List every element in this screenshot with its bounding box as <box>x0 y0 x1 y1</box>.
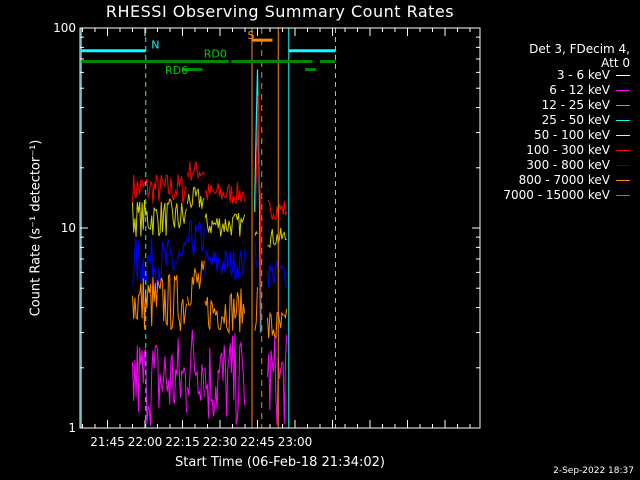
x-tick-label-22:00: 22:00 <box>128 435 163 449</box>
legend-header-line-1: Det 3, FDecim 4, <box>529 42 630 56</box>
x-tick-label-22:45: 22:45 <box>240 435 275 449</box>
legend-header: Det 3, FDecim 4, Att 0 <box>529 42 630 70</box>
x-tick-label-22:15: 22:15 <box>165 435 200 449</box>
band-1-segment-1 <box>187 186 205 209</box>
legend-entry-0: 3 - 6 keV <box>503 68 630 83</box>
timestamp: 2-Sep-2022 18:37 <box>553 466 634 476</box>
legend-entry-1: 6 - 12 keV <box>503 83 630 98</box>
band-4-segment-0 <box>132 338 187 426</box>
legend-entry-3: 25 - 50 keV <box>503 113 630 128</box>
legend-entry-label: 25 - 50 keV <box>541 113 610 127</box>
legend-entry-7: 800 - 7000 keV <box>503 173 630 188</box>
y-tick-label-10: 10 <box>61 221 76 235</box>
x-tick-label-22:30: 22:30 <box>203 435 238 449</box>
legend-swatch <box>616 90 630 91</box>
band-3-segment-4 <box>267 308 288 340</box>
band-0-segment-4 <box>267 200 288 222</box>
flare-spike-1 <box>254 95 262 333</box>
plot-frame <box>79 27 481 429</box>
legend-entry-label: 100 - 300 keV <box>526 143 610 157</box>
legend-swatch <box>616 105 630 106</box>
rd0-label: RD0 <box>204 48 227 61</box>
band-2-segment-3 <box>254 241 258 268</box>
rd6-label: RD6 <box>165 64 188 77</box>
legend-entry-2: 12 - 25 keV <box>503 98 630 113</box>
x-tick-label-23:00: 23:00 <box>278 435 313 449</box>
legend-entry-label: 800 - 7000 keV <box>518 173 610 187</box>
legend-entry-8: 7000 - 15000 keV <box>503 188 630 203</box>
legend-header-line-2: Att 0 <box>601 56 630 70</box>
x-tick-label-21:45: 21:45 <box>90 435 125 449</box>
legend-entry-4: 50 - 100 keV <box>503 128 630 143</box>
band-1-segment-2 <box>204 213 246 237</box>
legend-swatch <box>616 180 630 181</box>
legend-swatch <box>616 75 630 76</box>
band-3-segment-1 <box>187 260 205 307</box>
legend-entry-label: 50 - 100 keV <box>533 128 610 142</box>
band-4-segment-1 <box>187 329 205 401</box>
legend-entry-6: 300 - 800 keV <box>503 158 630 173</box>
legend-entry-label: 7000 - 15000 keV <box>503 188 610 202</box>
band-1-segment-0 <box>132 198 187 238</box>
saa-label: S <box>248 29 255 42</box>
legend-entry-5: 100 - 300 keV <box>503 143 630 158</box>
band-4-segment-3 <box>267 334 288 426</box>
legend: 3 - 6 keV 6 - 12 keV 12 - 25 keV 25 - 50 ke… <box>503 68 630 203</box>
legend-swatch <box>616 135 630 136</box>
y-tick-label-100: 100 <box>53 21 76 35</box>
legend-entry-label: 12 - 25 keV <box>541 98 610 112</box>
y-tick-label-1: 1 <box>68 421 76 435</box>
band-1-segment-3 <box>254 230 258 236</box>
y-axis-label: Count Rate (s⁻¹ detector⁻¹) <box>28 139 44 317</box>
band-3-segment-0 <box>132 274 187 331</box>
legend-swatch <box>616 195 630 196</box>
band-2-segment-1 <box>187 219 205 256</box>
band-4-segment-2 <box>204 333 246 425</box>
band-2-segment-0 <box>132 237 187 289</box>
band-1-segment-4 <box>267 228 287 249</box>
band-0-segment-2 <box>204 181 246 205</box>
legend-swatch <box>616 150 630 151</box>
chart-title: RHESSI Observing Summary Count Rates <box>105 2 455 21</box>
band-0-segment-0 <box>132 174 187 206</box>
x-axis-label: Start Time (06-Feb-18 21:34:02) <box>175 455 385 470</box>
legend-swatch <box>616 120 630 121</box>
night-label: N <box>151 38 159 51</box>
legend-entry-label: 6 - 12 keV <box>549 83 610 97</box>
legend-swatch <box>616 165 630 166</box>
legend-entry-label: 300 - 800 keV <box>526 158 610 172</box>
band-2-segment-2 <box>204 249 246 281</box>
band-2-segment-4 <box>267 260 288 288</box>
legend-entry-label: 3 - 6 keV <box>556 68 610 82</box>
band-3-segment-2 <box>204 288 246 335</box>
band-0-segment-1 <box>187 161 205 181</box>
band-3-segment-3 <box>254 287 258 331</box>
